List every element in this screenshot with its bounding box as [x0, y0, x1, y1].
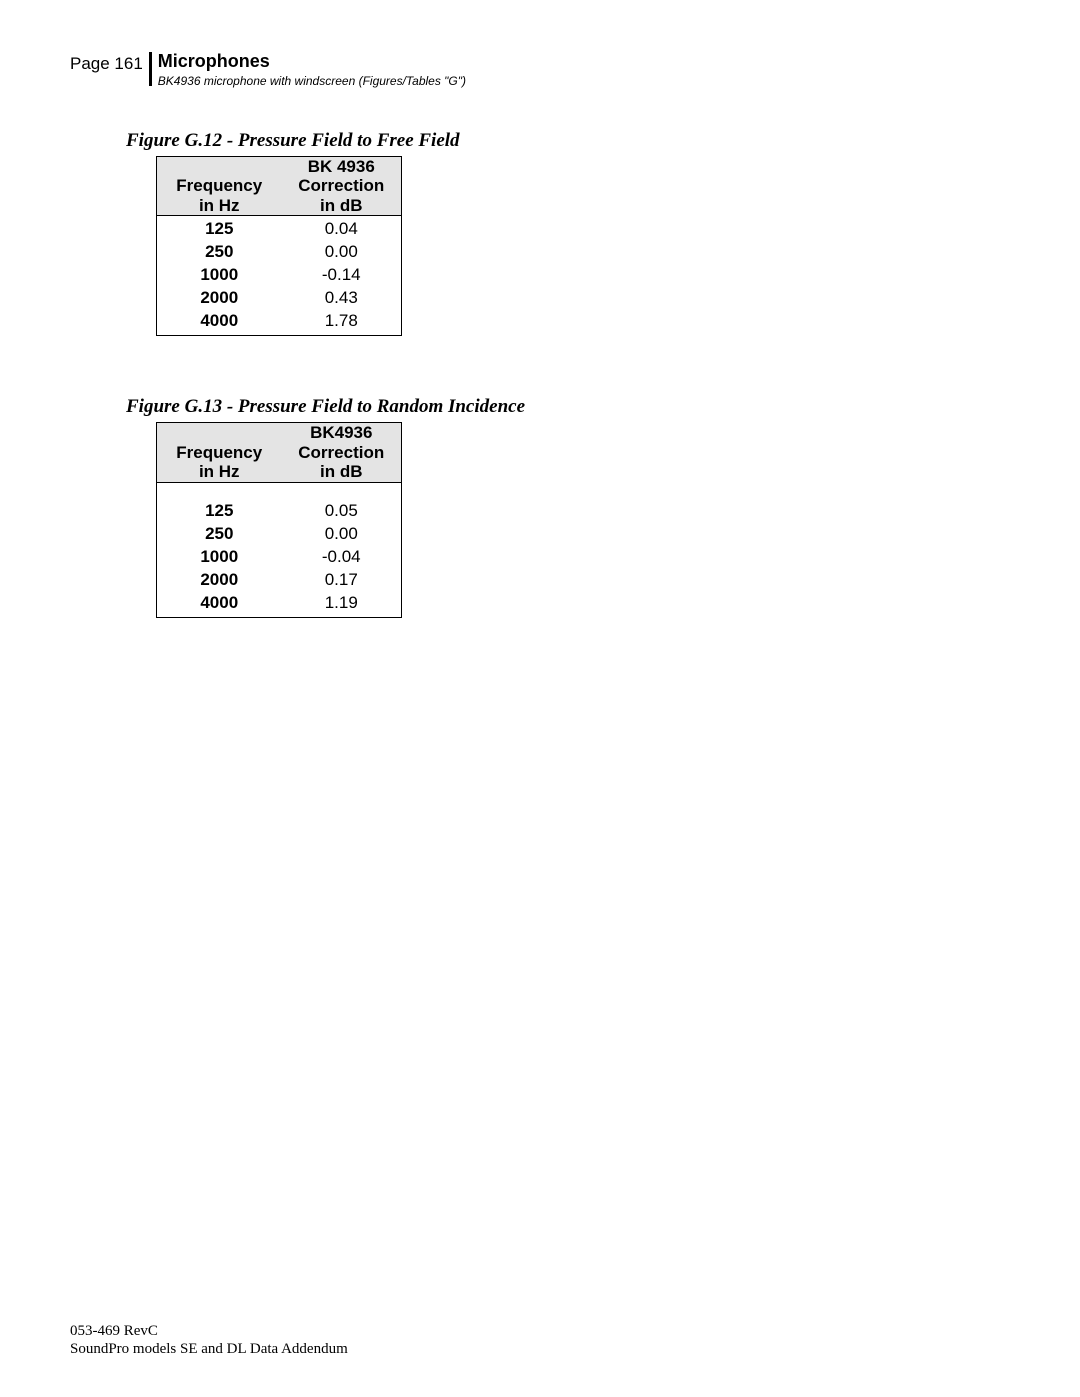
header-text: Correction — [298, 443, 384, 462]
section-title: Microphones — [158, 52, 466, 72]
header-text: Correction — [298, 176, 384, 195]
cell-correction: 0.05 — [282, 500, 402, 523]
table-row: 2000 0.43 — [157, 287, 402, 310]
cell-frequency: 1000 — [157, 546, 282, 569]
header-text: Frequency — [176, 176, 262, 195]
cell-frequency: 250 — [157, 241, 282, 264]
footer-line-1: 053-469 RevC — [70, 1322, 348, 1341]
cell-correction: 0.17 — [282, 569, 402, 592]
cell-frequency: 1000 — [157, 264, 282, 287]
col-header-correction: BK 4936 Correction in dB — [282, 156, 402, 216]
figure-caption: Figure G.12 - Pressure Field to Free Fie… — [126, 130, 1010, 152]
cell-frequency: 250 — [157, 523, 282, 546]
page-number: Page 161 — [70, 52, 149, 74]
cell-correction: 0.00 — [282, 241, 402, 264]
cell-frequency: 125 — [157, 216, 282, 241]
table-row: 250 0.00 — [157, 523, 402, 546]
header-text: BK 4936 — [308, 157, 375, 176]
table-g12: Frequency in Hz BK 4936 Correction in dB… — [156, 156, 402, 336]
header-text: in Hz — [199, 462, 240, 481]
table-row: 250 0.00 — [157, 241, 402, 264]
header-text: in dB — [320, 196, 363, 215]
figure-g13: Figure G.13 - Pressure Field to Random I… — [126, 396, 1010, 618]
figure-caption: Figure G.13 - Pressure Field to Random I… — [126, 396, 1010, 418]
col-header-frequency: Frequency in Hz — [157, 156, 282, 216]
header-text: BK4936 — [310, 423, 372, 442]
table-spacer-row — [157, 482, 402, 500]
table-row: 125 0.05 — [157, 500, 402, 523]
table-row: 4000 1.78 — [157, 310, 402, 335]
cell-correction: -0.14 — [282, 264, 402, 287]
col-header-frequency: Frequency in Hz — [157, 423, 282, 483]
cell-correction: 1.78 — [282, 310, 402, 335]
table-header-row: Frequency in Hz BK 4936 Correction in dB — [157, 156, 402, 216]
figure-g12: Figure G.12 - Pressure Field to Free Fie… — [126, 130, 1010, 336]
table-g13: Frequency in Hz BK4936 Correction in dB … — [156, 422, 402, 618]
header-divider — [149, 52, 152, 86]
col-header-correction: BK4936 Correction in dB — [282, 423, 402, 483]
table-row: 4000 1.19 — [157, 592, 402, 617]
page: Page 161 Microphones BK4936 microphone w… — [0, 0, 1080, 1397]
cell-correction: 0.00 — [282, 523, 402, 546]
table-row: 1000 -0.14 — [157, 264, 402, 287]
cell-frequency: 2000 — [157, 287, 282, 310]
cell-correction: 0.43 — [282, 287, 402, 310]
cell-correction: -0.04 — [282, 546, 402, 569]
section-subtitle: BK4936 microphone with windscreen (Figur… — [158, 74, 466, 88]
cell-frequency: 4000 — [157, 592, 282, 617]
page-header: Page 161 Microphones BK4936 microphone w… — [70, 52, 1010, 88]
table-header-row: Frequency in Hz BK4936 Correction in dB — [157, 423, 402, 483]
cell-frequency: 125 — [157, 500, 282, 523]
header-text: Frequency — [176, 443, 262, 462]
header-title-block: Microphones BK4936 microphone with winds… — [158, 52, 466, 88]
footer-line-2: SoundPro models SE and DL Data Addendum — [70, 1340, 348, 1359]
page-footer: 053-469 RevC SoundPro models SE and DL D… — [70, 1322, 348, 1360]
cell-frequency: 2000 — [157, 569, 282, 592]
table-row: 1000 -0.04 — [157, 546, 402, 569]
table-row: 125 0.04 — [157, 216, 402, 241]
cell-correction: 0.04 — [282, 216, 402, 241]
table-row: 2000 0.17 — [157, 569, 402, 592]
cell-correction: 1.19 — [282, 592, 402, 617]
header-text: in Hz — [199, 196, 240, 215]
cell-frequency: 4000 — [157, 310, 282, 335]
header-text: in dB — [320, 462, 363, 481]
